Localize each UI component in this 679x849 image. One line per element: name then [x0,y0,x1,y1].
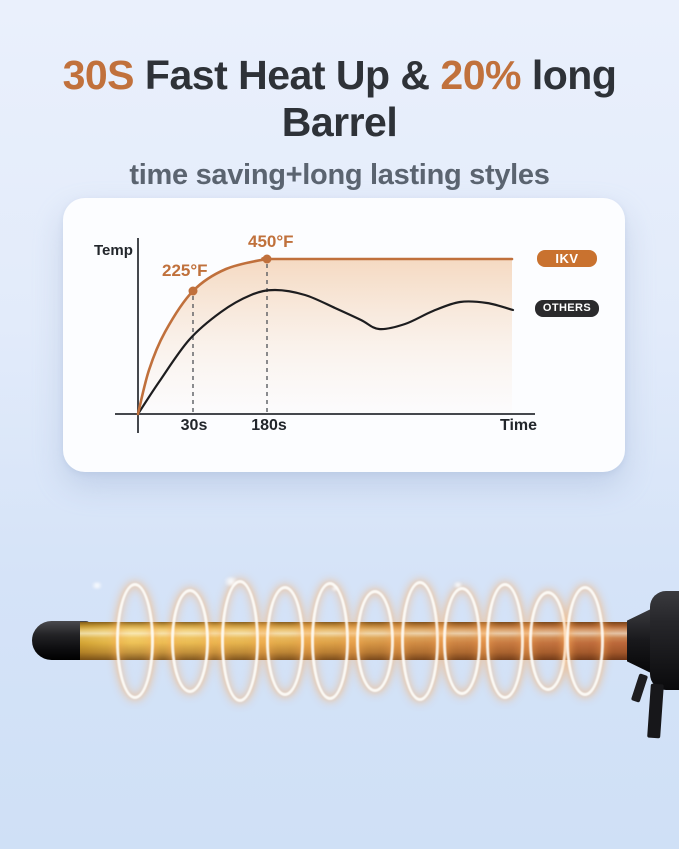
headline-accent-20pct: 20% [440,52,521,98]
headline-text-1: Fast Heat Up & [144,52,441,98]
chart-card: Temp 225°F 450°F 30s 180s Time IKV OTHER… [63,198,625,472]
others-curve [136,288,515,416]
stand-tab-small [630,673,649,703]
temp-time-chart [115,238,535,433]
heat-ring [266,586,304,696]
x-axis-label: Time [500,417,538,434]
sparkle-dot [90,582,104,589]
sparkle-dot [330,586,340,591]
annotation-dot [262,254,272,264]
heat-ring [171,589,209,693]
sparkle-dot [222,577,240,586]
heat-ring [401,581,439,701]
stand-tab [647,683,664,739]
housing-cone [627,607,655,675]
headline-accent-30s: 30S [62,52,145,98]
legend-badge-ikv: IKV [537,250,597,267]
annotation-dot [188,286,198,296]
heat-ring [566,586,604,696]
heat-ring [529,591,567,691]
x-tick-30s: 30s [180,417,208,434]
barrel-tip [32,621,90,660]
ikv-curve [136,256,514,416]
y-axis-label: Temp [94,242,133,259]
headline-text-2: long Barrel [281,52,628,145]
heat-ring [356,590,394,692]
legend-badge-others: OTHERS [535,300,599,317]
page-title: 30S Fast Heat Up & 20% long Barrel [0,52,679,146]
header: 30S Fast Heat Up & 20% long Barrel time … [0,52,679,192]
x-tick-180s: 180s [251,417,287,434]
heat-ring [116,583,154,699]
housing-body [650,591,679,690]
annotation-450f: 450°F [248,232,294,251]
page-subtitle: time saving+long lasting styles [129,159,550,191]
annotation-225f: 225°F [162,261,208,280]
heat-ring [486,583,524,699]
barrel [80,622,638,660]
heat-ring [311,582,349,700]
heat-ring [221,580,259,702]
sparkle-dot [452,582,464,588]
heat-ring [443,587,481,695]
ikv-area-fill [138,258,512,414]
